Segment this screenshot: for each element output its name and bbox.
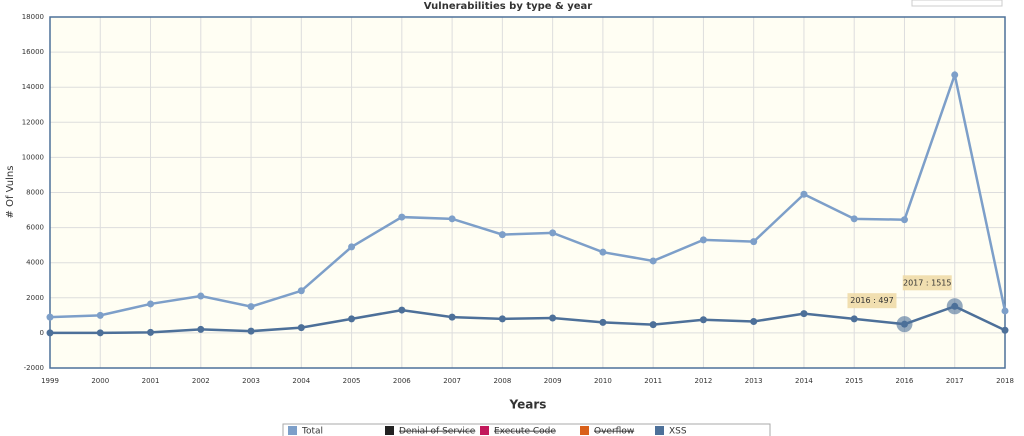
y-tick-label: 10000 xyxy=(22,153,44,161)
point xyxy=(47,329,54,336)
point xyxy=(248,328,255,335)
legend-label[interactable]: XSS xyxy=(669,427,687,436)
x-tick-label: 2016 xyxy=(896,377,914,385)
legend-label[interactable]: Overflow xyxy=(594,427,634,436)
point xyxy=(47,314,54,321)
x-tick-label: 2003 xyxy=(242,377,260,385)
x-tick-label: 2005 xyxy=(343,377,361,385)
y-tick-label: 8000 xyxy=(26,189,44,197)
point xyxy=(398,307,405,314)
point xyxy=(449,215,456,222)
point xyxy=(499,315,506,322)
tooltip-text: 2016 : 497 xyxy=(850,296,893,305)
highlight xyxy=(896,316,912,332)
point xyxy=(147,329,154,336)
highlight xyxy=(947,298,963,314)
point xyxy=(97,312,104,319)
point xyxy=(750,238,757,245)
point xyxy=(147,300,154,307)
x-tick-label: 2011 xyxy=(644,377,662,385)
x-tick-label: 2006 xyxy=(393,377,411,385)
point xyxy=(348,315,355,322)
top-box xyxy=(912,0,1002,6)
y-tick-label: 14000 xyxy=(22,83,44,91)
point xyxy=(499,231,506,238)
legend-label[interactable]: Denial of Service xyxy=(399,427,476,436)
point xyxy=(197,326,204,333)
y-tick-label: 4000 xyxy=(26,259,44,267)
legend-swatch xyxy=(580,426,589,435)
point xyxy=(700,236,707,243)
point xyxy=(750,318,757,325)
y-axis-label: # Of Vulns xyxy=(5,166,16,219)
point xyxy=(97,329,104,336)
point xyxy=(1002,307,1009,314)
point xyxy=(851,215,858,222)
legend-swatch xyxy=(385,426,394,435)
y-tick-label: 16000 xyxy=(22,48,44,56)
x-tick-label: 2008 xyxy=(493,377,511,385)
x-tick-label: 2000 xyxy=(91,377,109,385)
point xyxy=(1002,327,1009,334)
point xyxy=(298,324,305,331)
tooltip-text: 2017 : 1515 xyxy=(903,278,952,287)
point xyxy=(700,316,707,323)
x-axis-label: Years xyxy=(509,398,547,412)
point xyxy=(851,315,858,322)
x-tick-label: 2012 xyxy=(695,377,713,385)
chart-title: Vulnerabilities by type & year xyxy=(424,1,593,12)
point xyxy=(951,71,958,78)
legend-label[interactable]: Execute Code xyxy=(494,427,556,436)
y-tick-label: 12000 xyxy=(22,118,44,126)
x-tick-label: 2013 xyxy=(745,377,763,385)
x-tick-label: 2002 xyxy=(192,377,210,385)
point xyxy=(599,249,606,256)
chart: Vulnerabilities by type & year Years # O… xyxy=(0,0,1024,436)
point xyxy=(398,214,405,221)
point xyxy=(449,314,456,321)
legend-swatch xyxy=(480,426,489,435)
legend-label[interactable]: Total xyxy=(301,427,323,436)
legend-swatch xyxy=(288,426,297,435)
legend-swatch xyxy=(655,426,664,435)
point xyxy=(298,287,305,294)
x-tick-label: 2014 xyxy=(795,377,813,385)
point xyxy=(599,319,606,326)
point xyxy=(549,229,556,236)
y-tick-label: 6000 xyxy=(26,224,44,232)
point xyxy=(197,293,204,300)
y-tick-label: 18000 xyxy=(22,13,44,21)
y-tick-label: -2000 xyxy=(24,364,44,372)
x-tick-label: 2017 xyxy=(946,377,964,385)
y-tick-label: 0 xyxy=(40,329,44,337)
x-tick-label: 2007 xyxy=(443,377,461,385)
point xyxy=(650,321,657,328)
x-tick-label: 2004 xyxy=(292,377,310,385)
y-tick-label: 2000 xyxy=(26,294,44,302)
x-tick-label: 1999 xyxy=(41,377,59,385)
point xyxy=(650,257,657,264)
point xyxy=(549,314,556,321)
x-tick-label: 2018 xyxy=(996,377,1014,385)
x-tick-label: 2009 xyxy=(544,377,562,385)
point xyxy=(800,191,807,198)
x-tick-label: 2001 xyxy=(142,377,160,385)
point xyxy=(248,303,255,310)
point xyxy=(348,243,355,250)
x-tick-label: 2015 xyxy=(845,377,863,385)
point xyxy=(800,310,807,317)
x-tick-label: 2010 xyxy=(594,377,612,385)
point xyxy=(901,216,908,223)
